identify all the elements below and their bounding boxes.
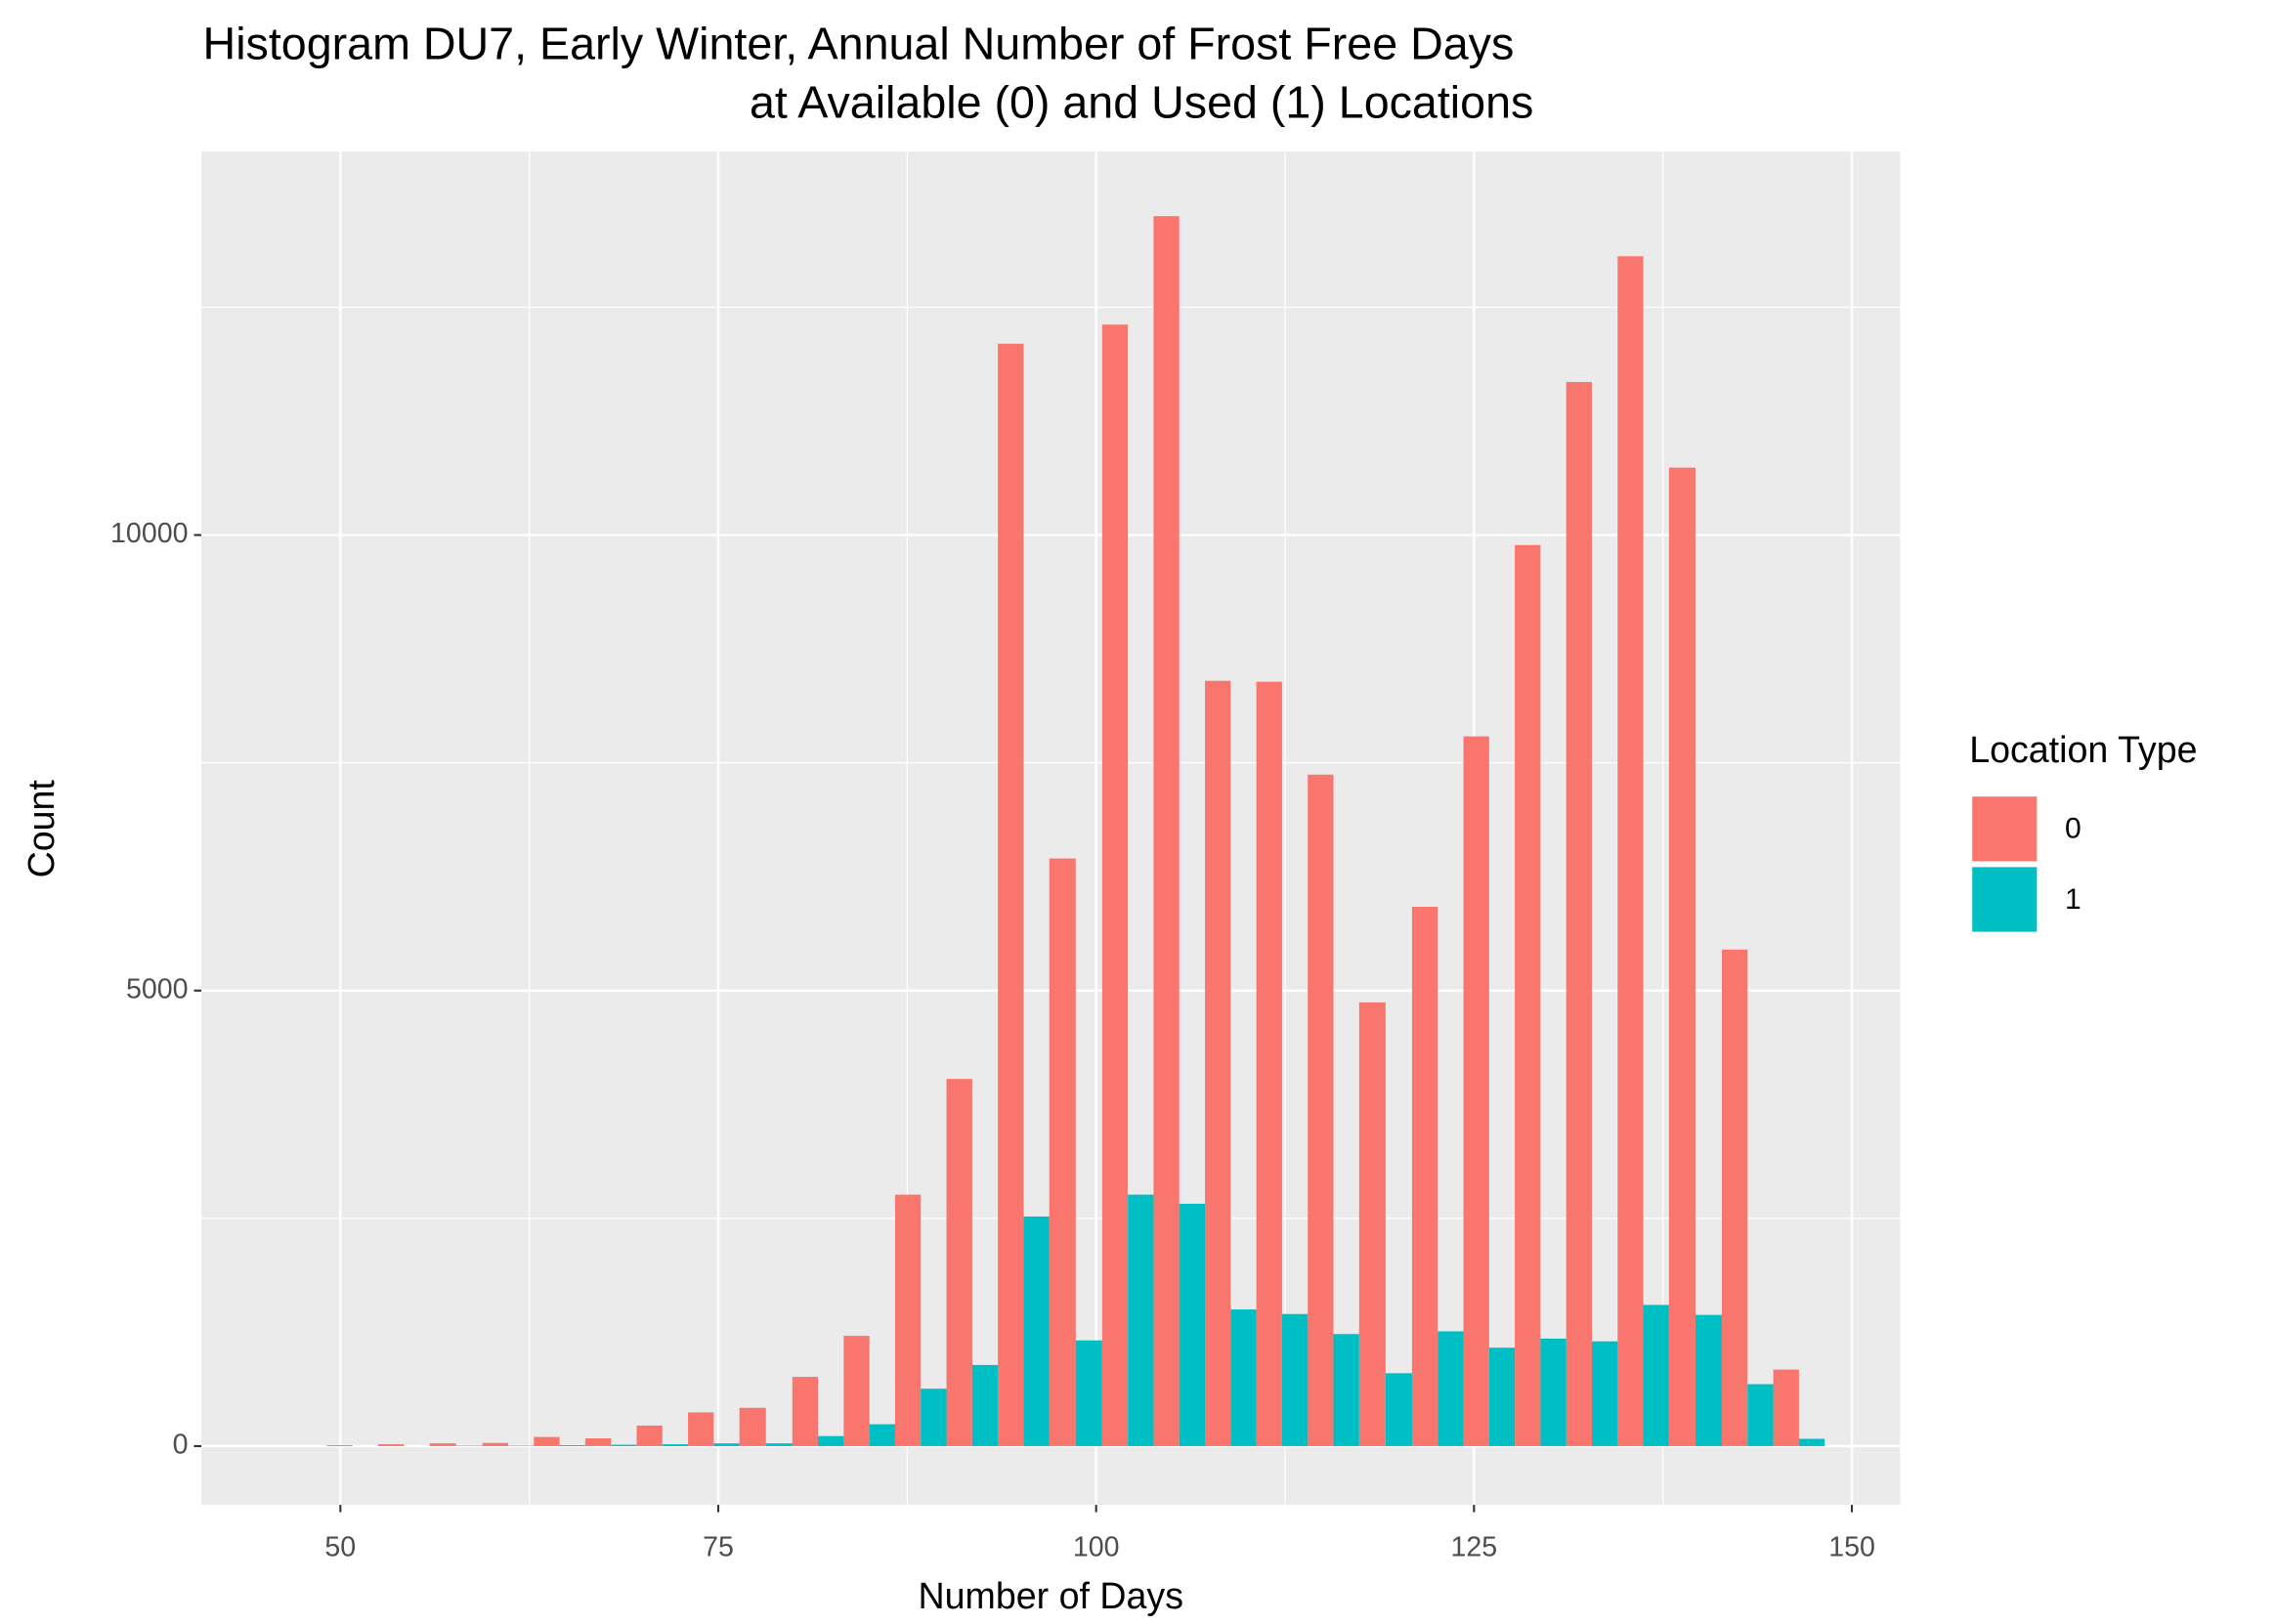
bar — [1281, 1313, 1309, 1446]
bar — [1256, 681, 1282, 1446]
x-tick-label: 50 — [324, 1532, 356, 1563]
bar — [429, 1443, 456, 1446]
bar — [1438, 1331, 1464, 1446]
bar — [1773, 1369, 1799, 1446]
bar — [1153, 216, 1180, 1446]
chart-title: at Available (0) and Used (1) Locations — [750, 77, 1533, 128]
bar — [611, 1444, 637, 1446]
bar — [584, 1438, 612, 1446]
legend-label: 1 — [2065, 883, 2082, 916]
bar — [894, 1194, 922, 1446]
bar — [998, 343, 1024, 1446]
bar — [377, 1444, 405, 1446]
bar — [1075, 1340, 1102, 1446]
bar — [1049, 858, 1076, 1446]
bar — [1566, 381, 1592, 1446]
bar — [1463, 736, 1489, 1446]
bar — [971, 1364, 999, 1446]
legend-title: Location Type — [1969, 729, 2197, 770]
bar — [921, 1389, 947, 1446]
bar — [1230, 1309, 1257, 1446]
x-tick-label: 125 — [1451, 1532, 1498, 1563]
bar — [843, 1336, 870, 1446]
bar — [1540, 1338, 1567, 1446]
chart-title: Histogram DU7, Early Winter, Annual Numb… — [203, 19, 1515, 69]
bar — [1722, 949, 1748, 1446]
bar — [1411, 906, 1438, 1446]
bar — [482, 1442, 509, 1446]
bar — [946, 1079, 972, 1446]
bar — [1488, 1347, 1516, 1446]
x-axis-title: Number of Days — [919, 1575, 1184, 1616]
bar — [1128, 1194, 1154, 1446]
x-tick-label: 100 — [1073, 1532, 1120, 1563]
legend-key — [1972, 796, 2038, 862]
bar — [534, 1436, 560, 1446]
bar — [765, 1443, 793, 1446]
bar — [1023, 1216, 1050, 1446]
bar — [1358, 1002, 1386, 1446]
legend-label: 0 — [2065, 813, 2082, 845]
y-tick-label: 0 — [173, 1429, 189, 1460]
bar — [688, 1412, 714, 1446]
bar — [713, 1443, 740, 1446]
bar — [559, 1445, 585, 1446]
bar — [1308, 774, 1334, 1446]
y-axis-title: Count — [21, 780, 62, 878]
bar — [1101, 324, 1129, 1446]
bar — [662, 1444, 689, 1446]
bar — [1617, 256, 1644, 1446]
bar — [1798, 1438, 1825, 1446]
bar — [1179, 1203, 1206, 1446]
bar — [739, 1407, 766, 1446]
bar — [1695, 1314, 1723, 1446]
legend-key — [1972, 867, 2038, 932]
bar — [818, 1435, 844, 1446]
bar — [1205, 680, 1231, 1446]
y-tick-label: 5000 — [126, 973, 189, 1004]
bar — [1515, 544, 1541, 1446]
bar — [1385, 1373, 1412, 1446]
bar — [1668, 467, 1696, 1446]
bar — [1591, 1341, 1618, 1446]
bar — [1747, 1384, 1774, 1446]
bar — [1643, 1304, 1669, 1446]
y-tick-label: 10000 — [110, 518, 188, 549]
bar — [636, 1425, 663, 1446]
x-tick-label: 75 — [703, 1532, 734, 1563]
bar — [869, 1424, 895, 1446]
bar — [326, 1445, 353, 1446]
bar — [1333, 1334, 1359, 1446]
bar — [792, 1377, 819, 1446]
x-tick-label: 150 — [1828, 1532, 1875, 1563]
